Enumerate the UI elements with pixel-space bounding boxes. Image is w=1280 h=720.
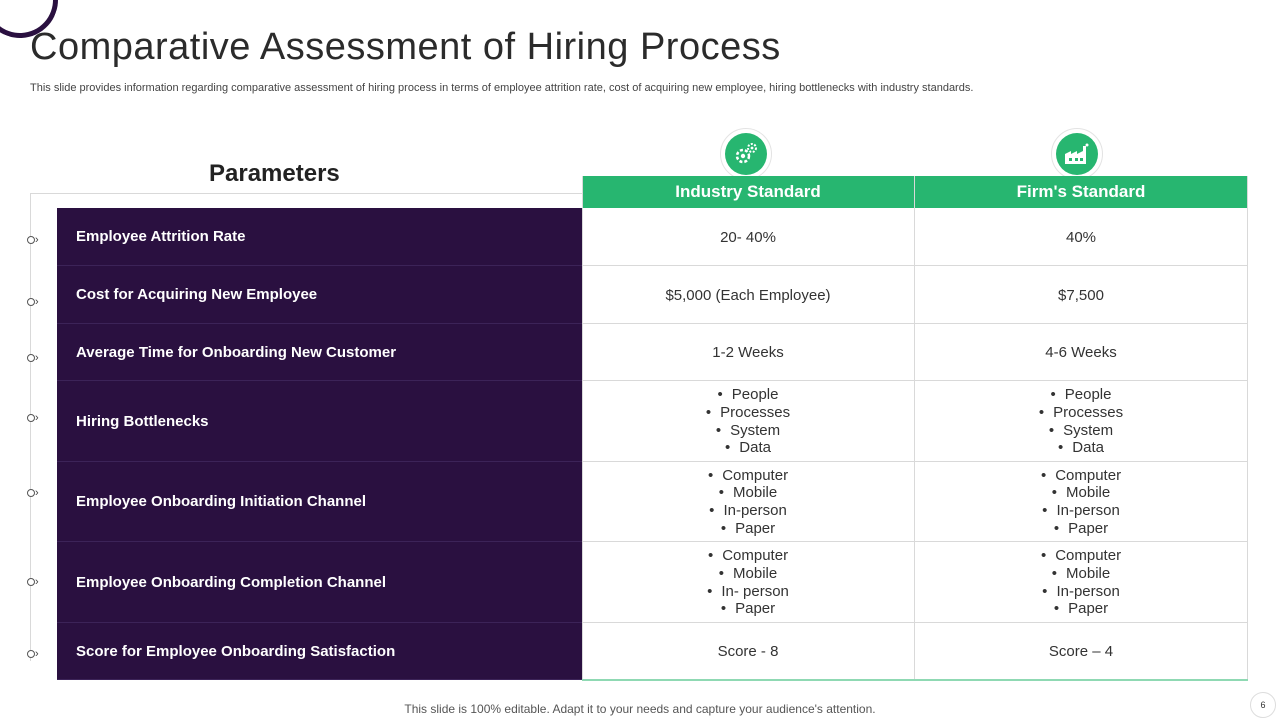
industry-value: $5,000 (Each Employee): [665, 286, 831, 304]
list-item: Data: [706, 439, 790, 457]
row-label: Cost for Acquiring New Employee: [57, 266, 582, 324]
list-item: Paper: [1041, 600, 1121, 618]
row-label: Hiring Bottlenecks: [57, 381, 582, 462]
firm-value: Score – 4: [1048, 643, 1114, 660]
table-row: › Employee Onboarding Initiation Channel…: [27, 462, 1248, 542]
list-item: Computer: [1041, 547, 1121, 565]
column-header-industry: Industry Standard: [582, 176, 914, 208]
list-item: Paper: [707, 600, 789, 618]
divider: [582, 679, 1248, 681]
page-title: Comparative Assessment of Hiring Process: [30, 26, 781, 68]
row-label: Employee Onboarding Initiation Channel: [57, 462, 582, 542]
table-row: › Employee Onboarding Completion Channel…: [27, 542, 1248, 623]
list-item: Computer: [708, 467, 788, 485]
list-item: In-person: [1041, 502, 1121, 520]
parameters-heading: Parameters: [209, 160, 340, 187]
row-label: Employee Attrition Rate: [57, 208, 582, 266]
table-row: › Score for Employee Onboarding Satisfac…: [27, 623, 1248, 680]
list-item: Mobile: [1041, 484, 1121, 502]
list-item: Paper: [708, 520, 788, 538]
industry-list: People Processes System Data: [582, 381, 914, 462]
list-item: System: [706, 422, 790, 440]
column-header-firm: Firm's Standard: [915, 176, 1247, 208]
divider: [1247, 176, 1248, 680]
page-number: 6: [1250, 692, 1276, 718]
list-item: Computer: [707, 547, 789, 565]
list-item: Mobile: [1041, 565, 1121, 583]
row-label: Average Time for Onboarding New Customer: [57, 324, 582, 381]
gears-icon: [720, 128, 772, 180]
divider: [914, 176, 915, 680]
table-row: › Hiring Bottlenecks People Processes Sy…: [27, 381, 1248, 462]
list-item: In-person: [708, 502, 788, 520]
row-marker-icon: ›: [27, 488, 41, 499]
list-item: Processes: [1039, 404, 1123, 422]
firm-value: $7,500: [1058, 286, 1104, 304]
row-marker-icon: ›: [27, 413, 41, 424]
divider: [30, 193, 582, 194]
row-marker-icon: ›: [27, 353, 41, 364]
divider: [30, 193, 31, 661]
row-marker-icon: ›: [27, 649, 41, 660]
row-marker-icon: ›: [27, 235, 41, 246]
firm-list: Computer Mobile In-person Paper: [915, 542, 1247, 623]
table-row: › Average Time for Onboarding New Custom…: [27, 324, 1248, 381]
factory-icon: [1051, 128, 1103, 180]
list-item: Processes: [706, 404, 790, 422]
row-label: Employee Onboarding Completion Channel: [57, 542, 582, 623]
industry-value: 1-2 Weeks: [712, 344, 784, 361]
list-item: Mobile: [707, 565, 789, 583]
divider: [582, 176, 583, 680]
list-item: Mobile: [708, 484, 788, 502]
firm-list: People Processes System Data: [915, 381, 1247, 462]
list-item: In- person: [707, 583, 789, 601]
firm-list: Computer Mobile In-person Paper: [915, 462, 1247, 542]
industry-value: Score - 8: [717, 643, 779, 660]
firm-value: 4-6 Weeks: [1045, 344, 1117, 361]
industry-value: 20- 40%: [720, 228, 776, 246]
list-item: In-person: [1041, 583, 1121, 601]
industry-list: Computer Mobile In- person Paper: [582, 542, 914, 623]
list-item: Computer: [1041, 467, 1121, 485]
row-marker-icon: ›: [27, 297, 41, 308]
table-row: › Cost for Acquiring New Employee $5,000…: [27, 266, 1248, 324]
table-row: › Employee Attrition Rate 20- 40% 40%: [27, 208, 1248, 266]
row-label: Score for Employee Onboarding Satisfacti…: [57, 623, 582, 680]
row-marker-icon: ›: [27, 577, 41, 588]
list-item: Paper: [1041, 520, 1121, 538]
list-item: People: [706, 386, 790, 404]
page-subtitle: This slide provides information regardin…: [30, 82, 974, 94]
footer-note: This slide is 100% editable. Adapt it to…: [404, 702, 876, 716]
firm-value: 40%: [1065, 228, 1097, 246]
list-item: People: [1039, 386, 1123, 404]
list-item: System: [1039, 422, 1123, 440]
industry-list: Computer Mobile In-person Paper: [582, 462, 914, 542]
list-item: Data: [1039, 439, 1123, 457]
